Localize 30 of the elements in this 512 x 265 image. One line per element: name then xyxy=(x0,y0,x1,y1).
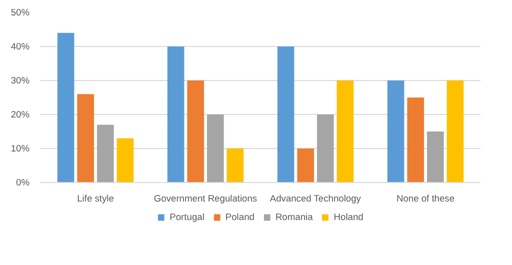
bar xyxy=(57,32,74,182)
bar xyxy=(187,80,204,182)
y-tick-label: 20% xyxy=(10,110,30,120)
bar xyxy=(297,148,314,182)
y-tick-label: 50% xyxy=(10,8,30,18)
legend-label: Holand xyxy=(334,212,364,222)
bar xyxy=(446,80,464,182)
bar xyxy=(167,46,184,182)
legend-label: Poland xyxy=(225,212,254,222)
bar xyxy=(96,124,114,182)
bar xyxy=(407,98,424,182)
x-tick-label: Government Regulations xyxy=(154,194,258,204)
y-tick-label: 30% xyxy=(10,76,30,86)
bar xyxy=(387,80,404,182)
bar xyxy=(116,138,134,182)
bar xyxy=(206,114,224,182)
y-tick-label: 0% xyxy=(16,178,30,188)
bar xyxy=(426,132,444,182)
x-tick-label: Advanced Technology xyxy=(270,194,362,204)
x-tick-label: None of these xyxy=(396,194,455,204)
legend-label: Romania xyxy=(275,212,313,222)
bar xyxy=(77,94,94,182)
bar xyxy=(277,46,294,182)
x-tick-label: Life style xyxy=(77,194,114,204)
bar xyxy=(226,148,244,182)
bar xyxy=(336,80,354,182)
legend-label: Portugal xyxy=(170,212,204,222)
y-tick-label: 10% xyxy=(10,144,30,154)
y-tick-label: 40% xyxy=(10,42,30,52)
bar xyxy=(316,114,334,182)
